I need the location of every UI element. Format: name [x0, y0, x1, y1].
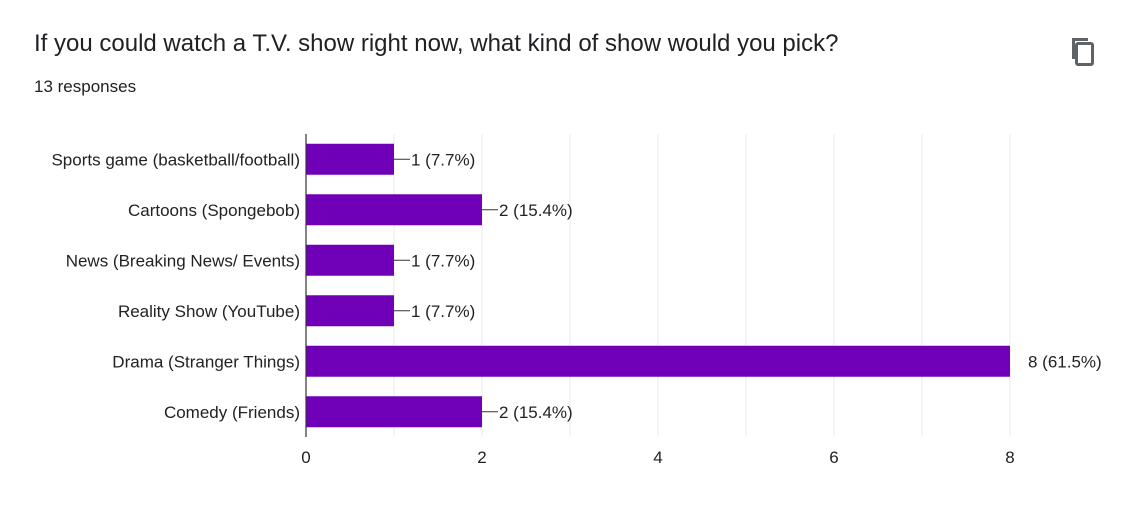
copy-icon — [1072, 38, 1094, 66]
x-tick-label: 6 — [829, 448, 838, 467]
response-count: 13 responses — [34, 77, 137, 96]
x-tick-label: 8 — [1005, 448, 1014, 467]
data-label: 2 (15.4%) — [499, 403, 573, 422]
bar — [306, 143, 394, 175]
bar — [306, 244, 394, 276]
category-label: Sports game (basketball/football) — [51, 150, 300, 169]
x-tick-label: 0 — [301, 448, 310, 467]
data-label: 8 (61.5%) — [1028, 352, 1102, 371]
category-label: Reality Show (YouTube) — [118, 302, 300, 321]
x-tick-label: 2 — [477, 448, 486, 467]
copy-chart-button[interactable] — [1062, 30, 1102, 70]
data-label: 2 (15.4%) — [499, 201, 573, 220]
data-label: 1 (7.7%) — [411, 150, 475, 169]
bar — [306, 345, 1010, 377]
x-tick-label: 4 — [653, 448, 662, 467]
bar — [306, 295, 394, 327]
bar — [306, 396, 482, 428]
category-label: Comedy (Friends) — [164, 403, 300, 422]
question-title: If you could watch a T.V. show right now… — [34, 30, 839, 57]
category-label: Cartoons (Spongebob) — [128, 201, 300, 220]
bar — [306, 194, 482, 226]
data-label: 1 (7.7%) — [411, 251, 475, 270]
data-label: 1 (7.7%) — [411, 302, 475, 321]
category-label: Drama (Stranger Things) — [112, 352, 300, 371]
category-label: News (Breaking News/ Events) — [66, 251, 300, 270]
